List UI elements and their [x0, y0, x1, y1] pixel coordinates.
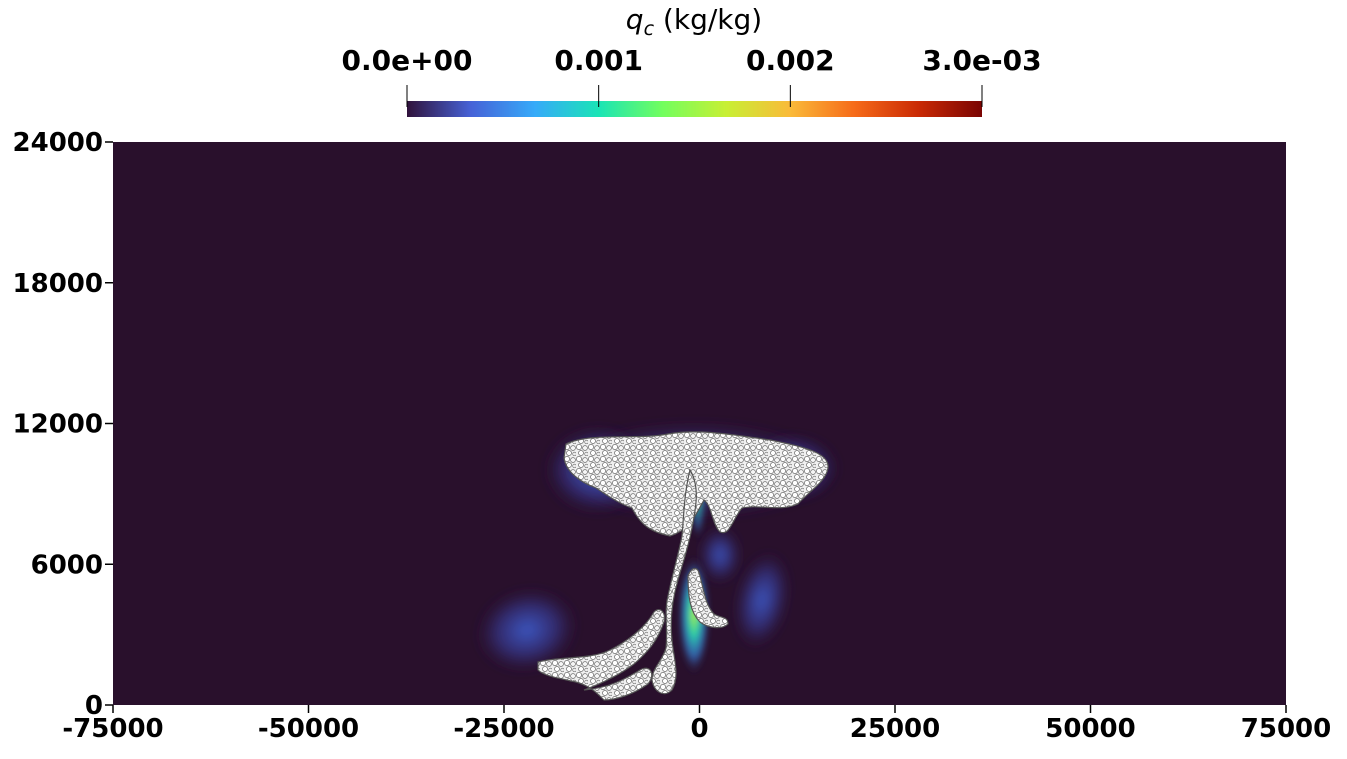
colorbar-ticks: 0.0e+00 0.001 0.002 3.0e-03 [341, 44, 1042, 107]
colorbar-title-symbol: q [626, 3, 644, 36]
x-tick-label: 25000 [850, 714, 940, 744]
colorbar-tick-label: 3.0e-03 [922, 44, 1041, 77]
mid-glow [700, 527, 740, 583]
y-tick-label: 12000 [13, 410, 103, 440]
y-tick-label: 0 [85, 691, 103, 721]
x-axis: -75000 -50000 -25000 0 25000 50000 75000 [62, 705, 1331, 744]
y-tick-label: 18000 [13, 269, 103, 299]
x-tick-label: -50000 [258, 714, 359, 744]
stem-particles [651, 468, 697, 695]
colorbar-title: qc (kg/kg) [626, 3, 762, 40]
colorbar-tick-label: 0.001 [554, 44, 643, 77]
right-outflow-glow [734, 550, 790, 650]
left-outflow-glow [475, 587, 579, 673]
colorbar-title-units: (kg/kg) [654, 3, 762, 36]
colorbar-title-subscript: c [644, 18, 655, 40]
x-tick-label: -75000 [62, 714, 163, 744]
colorbar-tick-label: 0.002 [746, 44, 835, 77]
x-tick-label: 50000 [1045, 714, 1135, 744]
x-tick-label: 0 [690, 714, 708, 744]
right-arm-particles [687, 567, 729, 629]
colorbar-gradient [407, 101, 982, 117]
colorbar-tick-label: 0.0e+00 [341, 44, 472, 77]
plot-area [113, 142, 1286, 705]
y-tick-label: 24000 [13, 128, 103, 158]
y-axis: 0 6000 12000 18000 24000 [13, 128, 113, 721]
y-tick-label: 6000 [31, 550, 103, 580]
colorbar: qc (kg/kg) 0.0e+00 0.001 0.002 3.0e-03 [341, 3, 1042, 117]
anvil-particles [563, 431, 829, 537]
x-tick-label: 75000 [1241, 714, 1331, 744]
particle-regions [537, 431, 829, 701]
left-arm-particles [537, 609, 665, 701]
x-tick-label: -25000 [453, 714, 554, 744]
